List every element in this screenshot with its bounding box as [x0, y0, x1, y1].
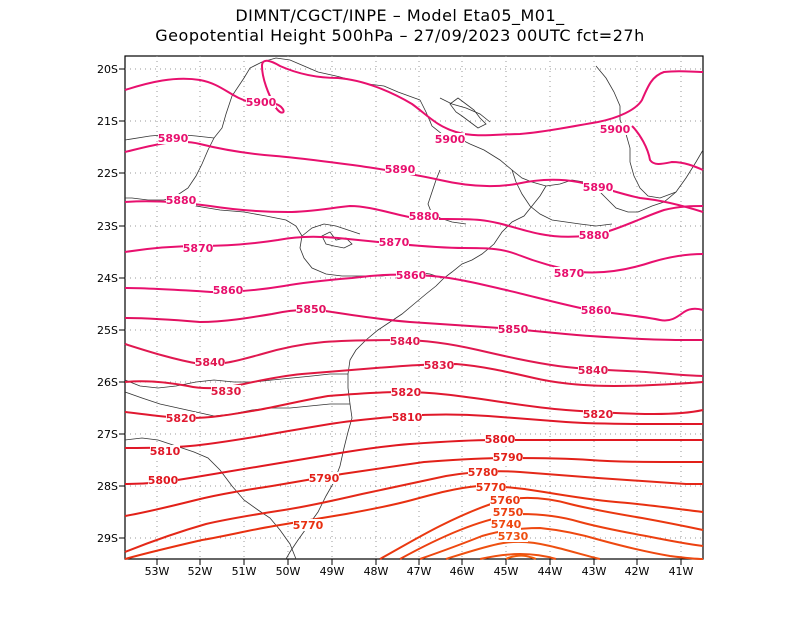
contour-label-5870: 5870 — [554, 267, 585, 280]
contour-label-5820: 5820 — [166, 412, 197, 425]
contour-label-5890: 5890 — [385, 163, 416, 176]
state-border — [301, 223, 361, 237]
contour-5780-line — [124, 470, 703, 553]
lat-label: 25S — [97, 324, 118, 337]
lon-label: 50W — [276, 565, 301, 578]
contour-label-5800: 5800 — [485, 433, 516, 446]
state-border — [427, 169, 467, 225]
contour-5760-line — [379, 496, 704, 560]
lon-label: 46W — [450, 565, 475, 578]
lon-label: 47W — [407, 565, 432, 578]
contour-label-5890: 5890 — [583, 181, 614, 194]
chart-title-line-2: Geopotential Height 500hPa – 27/09/2023 … — [155, 26, 645, 45]
lon-label: 42W — [625, 565, 650, 578]
contour-5730-inner — [479, 552, 557, 560]
contour-label-5840: 5840 — [390, 335, 421, 348]
contour-label-5810: 5810 — [150, 445, 181, 458]
contour-label-5860: 5860 — [213, 284, 244, 297]
lon-label: 53W — [145, 565, 170, 578]
contour-labels: 5900 5900 5900 5890 5890 5890 5880 5880 … — [148, 96, 631, 543]
chart-title-line-1: DIMNT/CGCT/INPE – Model Eta05_M01_ — [235, 6, 565, 25]
contour-5870-line — [124, 235, 704, 274]
contour-label-5830: 5830 — [424, 359, 455, 372]
contour-5830-line — [124, 362, 704, 390]
contour-5770-line — [124, 484, 704, 560]
state-border — [124, 437, 297, 560]
contour-label-5860: 5860 — [581, 304, 612, 317]
lat-label: 27S — [97, 428, 118, 441]
plot-frame — [124, 55, 704, 560]
contour-label-5860: 5860 — [396, 269, 427, 282]
contour-label-5900: 5900 — [435, 133, 466, 146]
lon-label: 52W — [188, 565, 213, 578]
contour-label-5870: 5870 — [379, 236, 410, 249]
contour-label-5890: 5890 — [158, 132, 189, 145]
state-border — [125, 137, 215, 201]
contour-label-5850: 5850 — [498, 323, 529, 336]
axis-ticks — [119, 68, 682, 565]
contour-label-5780: 5780 — [468, 466, 499, 479]
contour-lines — [124, 59, 704, 560]
lat-label: 28S — [97, 480, 118, 493]
contour-5790-line — [124, 456, 703, 517]
contour-label-5880: 5880 — [579, 229, 610, 242]
lon-label: 44W — [538, 565, 563, 578]
contour-label-5830: 5830 — [211, 385, 242, 398]
contour-label-5740: 5740 — [491, 518, 522, 531]
contour-5750-line — [399, 512, 704, 560]
latitude-labels: 20S 21S 22S 23S 24S 25S 26S 27S 28S 29S — [97, 63, 118, 545]
lon-label: 49W — [320, 565, 345, 578]
contour-label-5840: 5840 — [195, 356, 226, 369]
contour-label-5790: 5790 — [309, 472, 340, 485]
contour-label-5840: 5840 — [578, 364, 609, 377]
lat-label: 26S — [97, 376, 118, 389]
contour-label-5790: 5790 — [493, 451, 524, 464]
contour-label-5750: 5750 — [493, 506, 524, 519]
lake-outline — [449, 97, 487, 129]
contour-label-5870: 5870 — [183, 242, 214, 255]
contour-label-5730: 5730 — [498, 530, 529, 543]
lon-label: 43W — [582, 565, 607, 578]
contour-5740-line — [419, 526, 704, 560]
lat-label: 20S — [97, 63, 118, 76]
state-border — [124, 373, 348, 389]
contour-label-5810: 5810 — [392, 411, 423, 424]
contour-5890-line — [124, 140, 704, 213]
contour-5800-line — [124, 438, 703, 485]
contour-label-5880: 5880 — [409, 210, 440, 223]
contour-label-5900: 5900 — [246, 96, 277, 109]
lon-label: 41W — [669, 565, 694, 578]
lon-label: 51W — [232, 565, 257, 578]
lat-label: 24S — [97, 272, 118, 285]
contour-label-5770: 5770 — [476, 481, 507, 494]
contour-label-5900: 5900 — [600, 123, 631, 136]
coastline — [285, 185, 547, 560]
contour-label-5760: 5760 — [490, 494, 521, 507]
lat-label: 29S — [97, 532, 118, 545]
longitude-labels: 53W 52W 51W 50W 49W 48W 47W 46W 45W 44W … — [145, 565, 694, 578]
contour-label-5820: 5820 — [391, 386, 422, 399]
contour-label-5880: 5880 — [166, 194, 197, 207]
contour-label-5800: 5800 — [148, 474, 179, 487]
state-border — [595, 65, 621, 120]
contour-label-5820: 5820 — [583, 408, 614, 421]
contour-5900-line — [631, 125, 704, 171]
lon-label: 45W — [494, 565, 519, 578]
contour-5720-inner — [505, 554, 537, 560]
state-border — [439, 97, 491, 123]
lat-label: 21S — [97, 115, 118, 128]
contour-label-5850: 5850 — [296, 303, 327, 316]
lat-label: 23S — [97, 220, 118, 233]
lat-label: 22S — [97, 167, 118, 180]
contour-label-5770: 5770 — [293, 519, 324, 532]
lon-label: 48W — [364, 565, 389, 578]
state-border — [511, 169, 613, 227]
state-border — [619, 119, 677, 199]
contour-5850-line — [124, 308, 703, 341]
lake-outline — [321, 231, 353, 249]
